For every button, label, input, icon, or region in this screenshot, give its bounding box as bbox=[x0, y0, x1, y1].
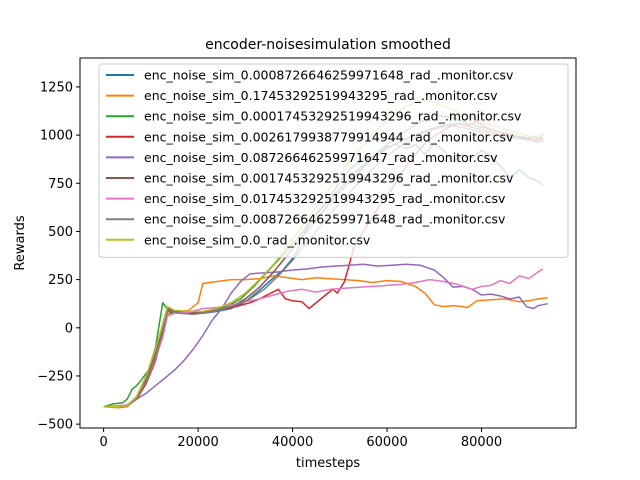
chart-title: encoder-noisesimulation smoothed bbox=[205, 37, 451, 53]
series-line-7 bbox=[103, 268, 544, 408]
x-tick-label: 40000 bbox=[272, 435, 313, 450]
legend-label-8: enc_noise_sim_0.008726646259971648_rad_.… bbox=[144, 212, 506, 227]
legend-label-2: enc_noise_sim_0.17453292519943295_rad_.m… bbox=[144, 88, 498, 103]
x-axis: 0 20000 40000 60000 80000 bbox=[99, 428, 502, 450]
series-line-5 bbox=[103, 263, 548, 408]
legend-label-4: enc_noise_sim_0.0026179938779914944_rad_… bbox=[144, 129, 514, 144]
y-tick-label: −500 bbox=[37, 418, 73, 433]
legend-box bbox=[98, 63, 569, 258]
legend-label-3: enc_noise_sim_0.00017453292519943296_rad… bbox=[144, 109, 522, 124]
x-tick-label: 60000 bbox=[366, 435, 407, 450]
plot-frame bbox=[79, 57, 577, 429]
legend: enc_noise_sim_0.0008726646259971648_rad_… bbox=[98, 63, 569, 258]
x-axis-label: timesteps bbox=[296, 456, 360, 471]
legend-label-5: enc_noise_sim_0.08726646259971647_rad_.m… bbox=[144, 150, 498, 165]
y-tick-label: 0 bbox=[65, 321, 73, 336]
x-tick-label: 0 bbox=[99, 435, 107, 450]
y-tick-label: 750 bbox=[48, 177, 73, 192]
legend-label-1: enc_noise_sim_0.0008726646259971648_rad_… bbox=[144, 68, 514, 83]
y-tick-label: 250 bbox=[48, 273, 73, 288]
y-tick-label: 500 bbox=[48, 225, 73, 240]
y-tick-label: 1250 bbox=[40, 80, 73, 95]
y-tick-label: −250 bbox=[37, 369, 73, 384]
y-tick-label: 1000 bbox=[40, 129, 73, 144]
legend-label-6: enc_noise_sim_0.0017453292519943296_rad_… bbox=[144, 171, 514, 186]
x-tick-label: 80000 bbox=[461, 435, 502, 450]
y-axis: −500 −250 0 250 500 750 1000 1250 bbox=[37, 80, 80, 433]
y-axis-label: Rewards bbox=[13, 215, 28, 270]
legend-label-7: enc_noise_sim_0.017453292519943295_rad_.… bbox=[144, 191, 506, 206]
x-tick-label: 20000 bbox=[177, 435, 218, 450]
legend-label-9: enc_noise_sim_0.0_rad_.monitor.csv bbox=[144, 232, 371, 247]
